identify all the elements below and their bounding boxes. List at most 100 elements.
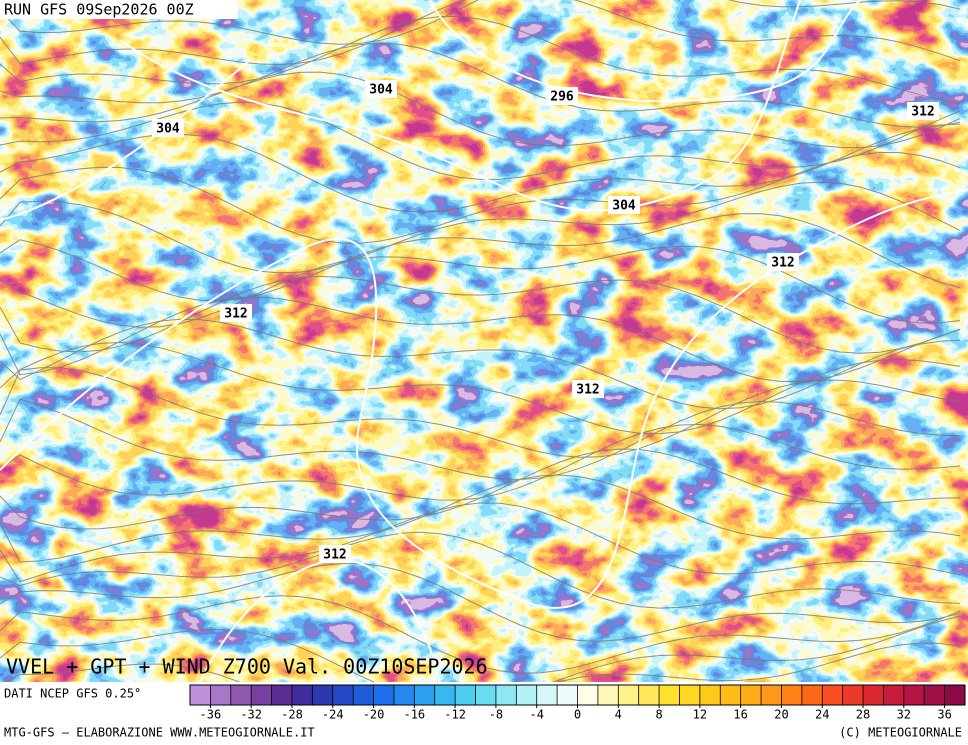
- colorbar-tick-label: 4: [615, 708, 622, 722]
- colorbar-tick-label: -8: [489, 708, 503, 722]
- colorbar-segment: [903, 685, 925, 705]
- colorbar-segment: [414, 685, 436, 705]
- colorbar-segment: [924, 685, 945, 705]
- contour-label: 312: [911, 105, 934, 120]
- colorbar-tick-label: -20: [363, 708, 385, 722]
- colorbar-segment: [373, 685, 395, 705]
- colorbar-tick-label: 36: [937, 708, 951, 722]
- contour-label-bg: [152, 119, 184, 137]
- colorbar-segment: [312, 685, 334, 705]
- colorbar-segment: [475, 685, 497, 705]
- streamline: [0, 181, 961, 274]
- streamline: [0, 101, 961, 180]
- streamline: [0, 0, 961, 66]
- contour-label-bg: [907, 102, 939, 120]
- contour-296: [429, 0, 861, 103]
- header-box: [0, 0, 238, 19]
- colorbar-segment: [822, 685, 843, 705]
- colorbar-segment: [557, 685, 578, 705]
- contour-label-bg: [767, 253, 799, 271]
- streamline: [0, 341, 961, 435]
- contour-label-bg: [365, 80, 397, 98]
- colorbar-tick-label: 12: [693, 708, 707, 722]
- colorbar-tick-label: 32: [897, 708, 911, 722]
- colorbar-tick-label: -16: [403, 708, 425, 722]
- colorbar-segment: [801, 685, 823, 705]
- streamline: [4, 642, 961, 682]
- colorbar-segment: [720, 685, 741, 705]
- streamline: [0, 245, 961, 328]
- contour-label: 304: [156, 122, 180, 137]
- geopotential-contours: [0, 0, 968, 682]
- streamline: [0, 16, 961, 104]
- colorbar-tick-label: -36: [200, 708, 222, 722]
- colorbar-tick-label: -4: [529, 708, 543, 722]
- streamline: [0, 318, 961, 410]
- colorbar-segment: [679, 685, 701, 705]
- contour-label-bg: [572, 380, 604, 398]
- contour-304b: [0, 59, 251, 221]
- colorbar-segment: [597, 685, 619, 705]
- colorbar-segment: [516, 685, 538, 705]
- streamline: [0, 213, 961, 302]
- credit: MTG-GFS — ELABORAZIONE WWW.METEOGIORNALE…: [4, 726, 315, 740]
- contour-label: 312: [224, 307, 247, 322]
- colorbar-segment: [455, 685, 476, 705]
- colorbar-segment: [291, 685, 313, 705]
- colorbar-segment: [332, 685, 354, 705]
- colorbar-segment: [944, 685, 966, 705]
- colorbar-tick-label: -28: [281, 708, 303, 722]
- streamline: [0, 42, 961, 128]
- colorbar-segment: [536, 685, 558, 705]
- contour-label-bg: [220, 304, 252, 322]
- colorbar-segment: [842, 685, 864, 705]
- colorbar-segment: [659, 685, 680, 705]
- colorbar-segment: [883, 685, 905, 705]
- colorbar-tick-label: 28: [856, 708, 870, 722]
- streamline: [0, 502, 961, 583]
- contour-304: [119, 0, 801, 212]
- colorbar-segment: [434, 685, 456, 705]
- colorbar: -36 -32 -28 -24 -20 -16 -12 -8 -4 0 4 8 12 16 20 24 28 32…: [189, 684, 966, 722]
- streamline: [0, 531, 961, 609]
- streamline: [0, 71, 961, 149]
- colorbar-segment: [618, 685, 639, 705]
- contour-label: 296: [550, 90, 574, 105]
- colorbar-segment: [190, 685, 211, 705]
- streamline: [0, 398, 961, 481]
- run-label: RUN GFS 09Sep2026 00Z: [4, 1, 194, 19]
- colorbar-tick-label: 16: [733, 708, 747, 722]
- copyright: (C) METEOGIORNALE: [839, 726, 962, 740]
- streamline: [0, 367, 961, 458]
- colorbar-tick-label: 20: [774, 708, 788, 722]
- colorbar-tick-label: -24: [322, 708, 344, 722]
- map-title: VVEL + GPT + WIND Z700 Val. 00Z10SEP2026: [6, 655, 488, 679]
- streamline: [0, 474, 961, 563]
- streamline: [0, 563, 961, 642]
- colorbar-segment: [781, 685, 803, 705]
- colorbar-tick-label: 8: [655, 708, 662, 722]
- colorbar-segment: [393, 685, 415, 705]
- colorbar-segment: [251, 685, 272, 705]
- colorbar-segment: [495, 685, 517, 705]
- colorbar-tick-label: -12: [444, 708, 466, 722]
- streamline: [0, 448, 961, 530]
- colorbar-segment: [271, 685, 293, 705]
- contour-312: [0, 189, 968, 609]
- contour-label-bg: [319, 545, 351, 563]
- colorbar-segment: [761, 685, 782, 705]
- wind-streamlines: [0, 0, 961, 682]
- colorbar-segment: [638, 685, 660, 705]
- contour-label: 312: [576, 383, 599, 398]
- contour-label: 304: [369, 83, 393, 98]
- colorbar-segment: [210, 685, 232, 705]
- streamline: [0, 0, 961, 45]
- contour-labels: 296 304 304 304 312 312 312 312 312: [152, 80, 939, 563]
- colorbar-segment: [863, 685, 884, 705]
- contour-label: 312: [323, 548, 346, 563]
- streamline: [0, 275, 961, 354]
- colorbar-segment: [740, 685, 762, 705]
